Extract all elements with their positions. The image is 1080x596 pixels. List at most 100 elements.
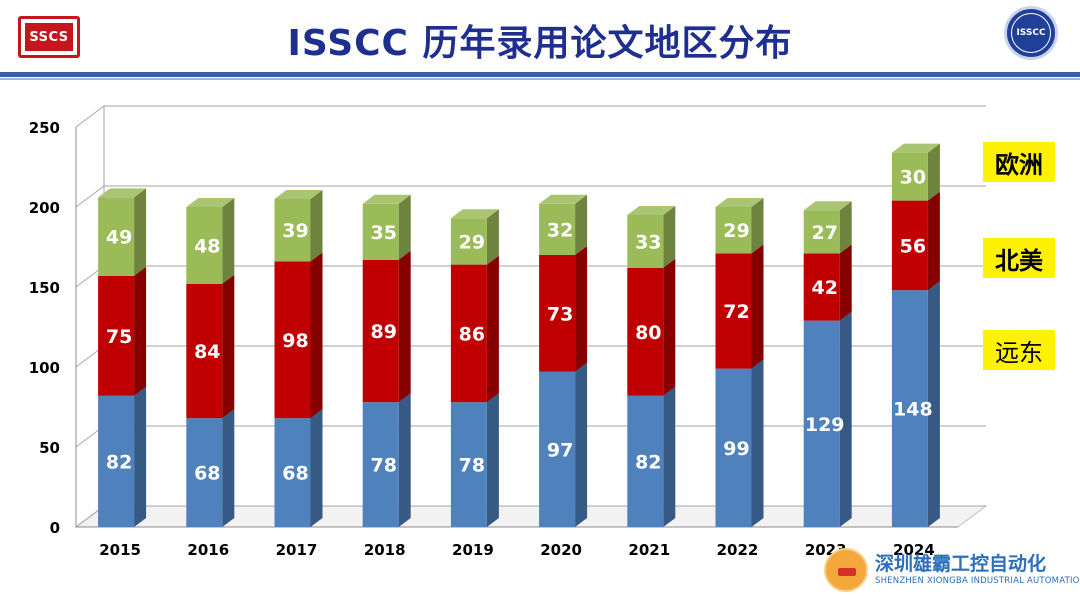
data-label: 84 (194, 341, 220, 363)
data-label: 99 (723, 438, 749, 460)
x-tick-label: 2020 (540, 541, 582, 559)
data-label: 42 (811, 277, 837, 299)
bar-segment (98, 197, 135, 276)
bar-side (310, 252, 323, 419)
y-tick-label: 50 (39, 439, 60, 457)
x-tick-label: 2017 (276, 541, 318, 559)
bar-segment (450, 264, 487, 403)
bar-segment (539, 255, 576, 372)
bar-side (663, 206, 676, 268)
sscs-logo: SSCS (18, 16, 80, 58)
bar-side (575, 194, 588, 255)
bar-segment (186, 418, 223, 527)
data-label: 148 (893, 399, 933, 421)
bar-side (575, 246, 588, 372)
bar-segment (539, 203, 576, 255)
y-tick-label: 150 (29, 279, 60, 297)
x-tick-label: 2015 (99, 541, 141, 559)
bar-top (274, 190, 323, 199)
bar-side (134, 386, 147, 527)
data-label: 82 (635, 451, 661, 473)
y-tick-label: 200 (29, 199, 60, 217)
data-label: 30 (900, 167, 926, 189)
legend-europe: 欧洲 (983, 142, 1055, 182)
bar-segment (715, 253, 752, 369)
bar-segment (627, 267, 664, 396)
data-label: 75 (106, 326, 132, 348)
x-tick-label: 2022 (717, 541, 759, 559)
legend-far-east: 远东 (983, 330, 1055, 370)
x-tick-label: 2016 (187, 541, 229, 559)
bar-side (663, 258, 676, 396)
bar-segment (450, 402, 487, 527)
bar-side (486, 393, 499, 527)
bar-side (486, 255, 499, 403)
y-tick-label: 250 (29, 119, 60, 137)
bar-segment (362, 402, 399, 527)
bar-segment (627, 215, 664, 268)
data-label: 129 (805, 414, 845, 436)
data-label: 33 (635, 231, 661, 253)
data-label: 78 (459, 455, 485, 477)
watermark-subtitle: SHENZHEN XIONGBA INDUSTRIAL AUTOMATION (875, 576, 1080, 586)
bar-side (398, 250, 411, 403)
data-label: 39 (282, 220, 308, 242)
bar-side (839, 201, 852, 254)
title-divider-thin (0, 78, 1080, 80)
data-label: 35 (370, 222, 396, 244)
y-tick-label: 0 (50, 519, 60, 537)
bar-segment (891, 290, 928, 527)
data-label: 68 (282, 463, 308, 485)
bar-top (803, 201, 852, 211)
bar-segment (362, 203, 399, 260)
bar-side (222, 409, 235, 527)
bar-segment (98, 395, 135, 527)
bar-top (450, 209, 499, 219)
bar-side (398, 194, 411, 260)
bar-side (751, 198, 764, 254)
bar-side (927, 191, 940, 291)
data-label: 56 (900, 235, 926, 257)
data-label: 73 (547, 303, 573, 325)
watermark-badge (838, 568, 856, 576)
bar-segment (362, 259, 399, 403)
bar-segment (891, 152, 928, 201)
bar-segment (274, 418, 311, 527)
data-label: 29 (459, 231, 485, 253)
data-label: 27 (811, 222, 837, 244)
x-tick-label: 2018 (364, 541, 406, 559)
bar-side (927, 281, 940, 527)
bar-top (186, 198, 235, 207)
data-label: 72 (723, 301, 749, 323)
bar-segment (186, 207, 223, 284)
bar-side (839, 244, 852, 321)
bar-top (715, 198, 764, 207)
bar-top (98, 188, 147, 198)
bar-side (310, 409, 323, 527)
bar-side (398, 393, 411, 527)
data-label: 29 (723, 220, 749, 242)
bar-segment (539, 371, 576, 527)
y-tick-label: 100 (29, 359, 60, 377)
data-label: 78 (370, 455, 396, 477)
bar-side (839, 311, 852, 527)
data-label: 49 (106, 227, 132, 249)
bar-side (486, 209, 499, 265)
data-label: 32 (547, 219, 573, 241)
bar-side (134, 266, 147, 396)
bar-segment (715, 368, 752, 527)
data-label: 97 (547, 439, 573, 461)
bar-segment (627, 395, 664, 527)
slide-title: ISSCC 历年录用论文地区分布 (287, 23, 793, 64)
x-tick-label: 2024 (893, 541, 935, 559)
bar-side (310, 190, 323, 262)
x-tick-label: 2021 (628, 541, 670, 559)
isscc-logo-text: ISSCC (1011, 13, 1051, 53)
bar-segment (450, 218, 487, 265)
bar-side (575, 362, 588, 527)
bar-side (751, 244, 764, 369)
bar-side (134, 188, 147, 276)
data-label: 48 (194, 235, 220, 257)
